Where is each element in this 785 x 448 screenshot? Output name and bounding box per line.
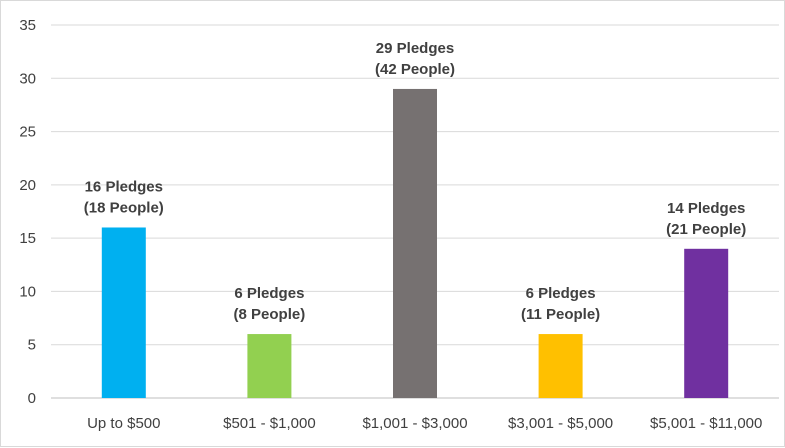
data-label: (42 People) — [375, 61, 455, 78]
data-label: 14 Pledges — [667, 200, 745, 217]
y-tick-label: 30 — [19, 70, 36, 87]
bar — [101, 227, 146, 398]
data-label: (11 People) — [521, 306, 600, 323]
data-label: 6 Pledges — [234, 285, 304, 302]
x-tick-label: $3,001 - $5,000 — [508, 415, 613, 432]
data-label: 6 Pledges — [526, 285, 596, 302]
bar — [684, 248, 729, 398]
data-label: 29 Pledges — [376, 40, 454, 57]
y-tick-label: 5 — [28, 337, 36, 354]
bar — [538, 334, 583, 398]
x-tick-label: $5,001 - $11,000 — [650, 415, 762, 432]
y-tick-label: 35 — [19, 17, 36, 34]
y-tick-label: 0 — [28, 390, 36, 407]
x-tick-label: Up to $500 — [87, 415, 160, 432]
bar — [247, 334, 292, 398]
y-tick-label: 10 — [19, 283, 36, 300]
data-label: (18 People) — [84, 199, 164, 216]
x-tick-label: $1,001 - $3,000 — [362, 415, 467, 432]
data-label: (21 People) — [666, 221, 746, 238]
data-label: (8 People) — [234, 306, 306, 323]
x-tick-label: $501 - $1,000 — [223, 415, 316, 432]
y-tick-label: 20 — [19, 177, 36, 194]
bar — [393, 88, 437, 398]
y-tick-label: 25 — [19, 124, 36, 141]
data-label: 16 Pledges — [85, 178, 163, 195]
y-tick-label: 15 — [19, 230, 36, 247]
